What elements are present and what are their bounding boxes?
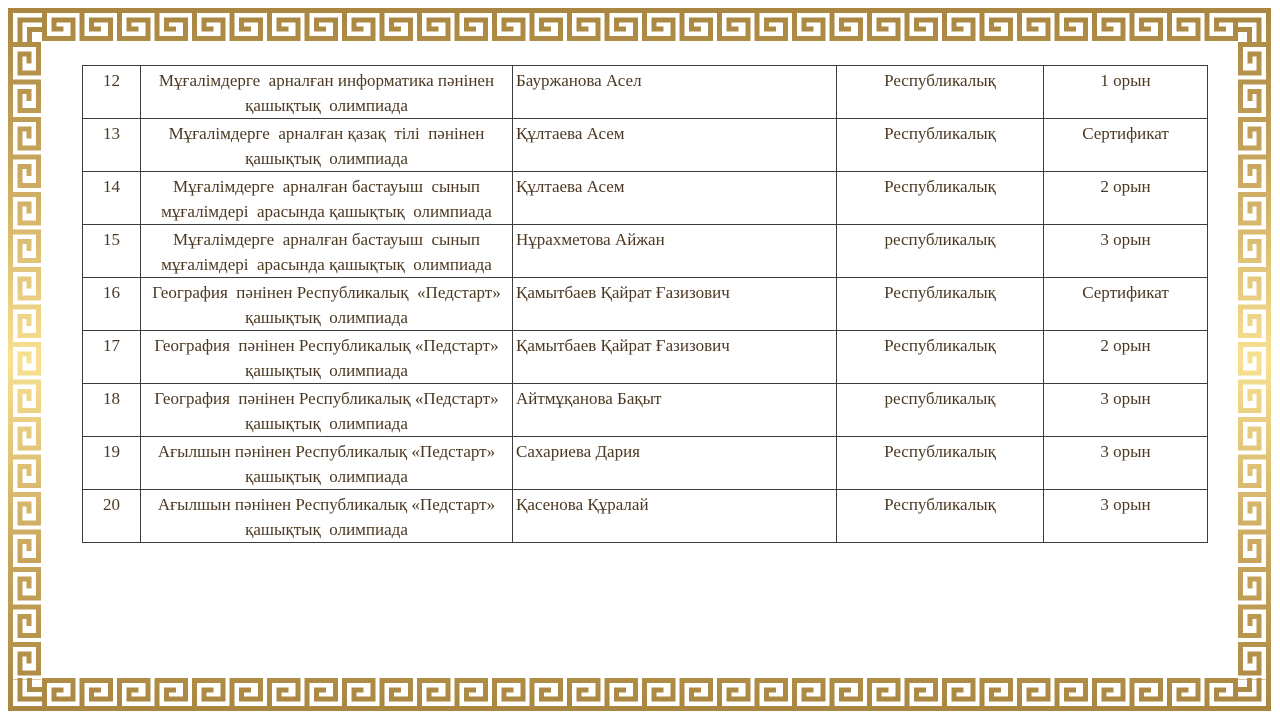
olympiad-name-cell: География пәнінен Республикалық «Педстар… (140, 277, 513, 331)
row-number-cell: 13 (82, 118, 141, 172)
level-cell: Республикалық (836, 277, 1044, 331)
row-number-cell: 19 (82, 436, 141, 490)
participant-cell: Құлтаева Асем (512, 171, 837, 225)
olympiad-name-cell: Ағылшын пәнінен Республикалық «Педстарт»… (140, 489, 513, 543)
participant-cell: Қамытбаев Қайрат Ғазизович (512, 277, 837, 331)
level-cell: Республикалық (836, 65, 1044, 119)
row-number-cell: 14 (82, 171, 141, 225)
participant-cell: Нұрахметова Айжан (512, 224, 837, 278)
table-row: 19 Ағылшын пәнінен Республикалық «Педста… (82, 436, 1208, 490)
olympiad-results-table: 12 Мұғалімдерге арналған информатика пән… (82, 65, 1208, 543)
row-number-cell: 17 (82, 330, 141, 384)
olympiad-name-cell: Мұғалімдерге арналған бастауыш сынып мұғ… (140, 171, 513, 225)
olympiad-name-cell: География пәнінен Республикалық «Педстар… (140, 383, 513, 437)
result-cell: Сертификат (1043, 277, 1208, 331)
result-cell: 3 орын (1043, 489, 1208, 543)
table-row: 16 География пәнінен Республикалық «Педс… (82, 277, 1208, 331)
olympiad-name-cell: География пәнінен Республикалық «Педстар… (140, 330, 513, 384)
table-row: 13 Мұғалімдерге арналған қазақ тілі пәні… (82, 118, 1208, 172)
participant-cell: Қасенова Құралай (512, 489, 837, 543)
participant-cell: Қамытбаев Қайрат Ғазизович (512, 330, 837, 384)
table-row: 18 География пәнінен Республикалық «Педс… (82, 383, 1208, 437)
olympiad-name-cell: Мұғалімдерге арналған информатика пәніне… (140, 65, 513, 119)
level-cell: республикалық (836, 224, 1044, 278)
results-table-body: 12 Мұғалімдерге арналған информатика пән… (82, 65, 1208, 543)
result-cell: 2 орын (1043, 330, 1208, 384)
participant-cell: Бауржанова Асел (512, 65, 837, 119)
level-cell: Республикалық (836, 330, 1044, 384)
result-cell: 3 орын (1043, 436, 1208, 490)
table-row: 15 Мұғалімдерге арналған бастауыш сынып … (82, 224, 1208, 278)
result-cell: 2 орын (1043, 171, 1208, 225)
level-cell: Республикалық (836, 118, 1044, 172)
result-cell: Сертификат (1043, 118, 1208, 172)
level-cell: Республикалық (836, 489, 1044, 543)
row-number-cell: 18 (82, 383, 141, 437)
level-cell: республикалық (836, 383, 1044, 437)
participant-cell: Айтмұқанова Бақыт (512, 383, 837, 437)
row-number-cell: 15 (82, 224, 141, 278)
row-number-cell: 12 (82, 65, 141, 119)
participant-cell: Құлтаева Асем (512, 118, 837, 172)
table-row: 17 География пәнінен Республикалық «Педс… (82, 330, 1208, 384)
result-cell: 3 орын (1043, 224, 1208, 278)
olympiad-name-cell: Ағылшын пәнінен Республикалық «Педстарт»… (140, 436, 513, 490)
olympiad-name-cell: Мұғалімдерге арналған бастауыш сынып мұғ… (140, 224, 513, 278)
table-row: 12 Мұғалімдерге арналған информатика пән… (82, 65, 1208, 119)
level-cell: Республикалық (836, 171, 1044, 225)
row-number-cell: 16 (82, 277, 141, 331)
table-row: 20 Ағылшын пәнінен Республикалық «Педста… (82, 489, 1208, 543)
olympiad-name-cell: Мұғалімдерге арналған қазақ тілі пәнінен… (140, 118, 513, 172)
result-cell: 3 орын (1043, 383, 1208, 437)
table-row: 14 Мұғалімдерге арналған бастауыш сынып … (82, 171, 1208, 225)
participant-cell: Сахариева Дария (512, 436, 837, 490)
level-cell: Республикалық (836, 436, 1044, 490)
result-cell: 1 орын (1043, 65, 1208, 119)
row-number-cell: 20 (82, 489, 141, 543)
